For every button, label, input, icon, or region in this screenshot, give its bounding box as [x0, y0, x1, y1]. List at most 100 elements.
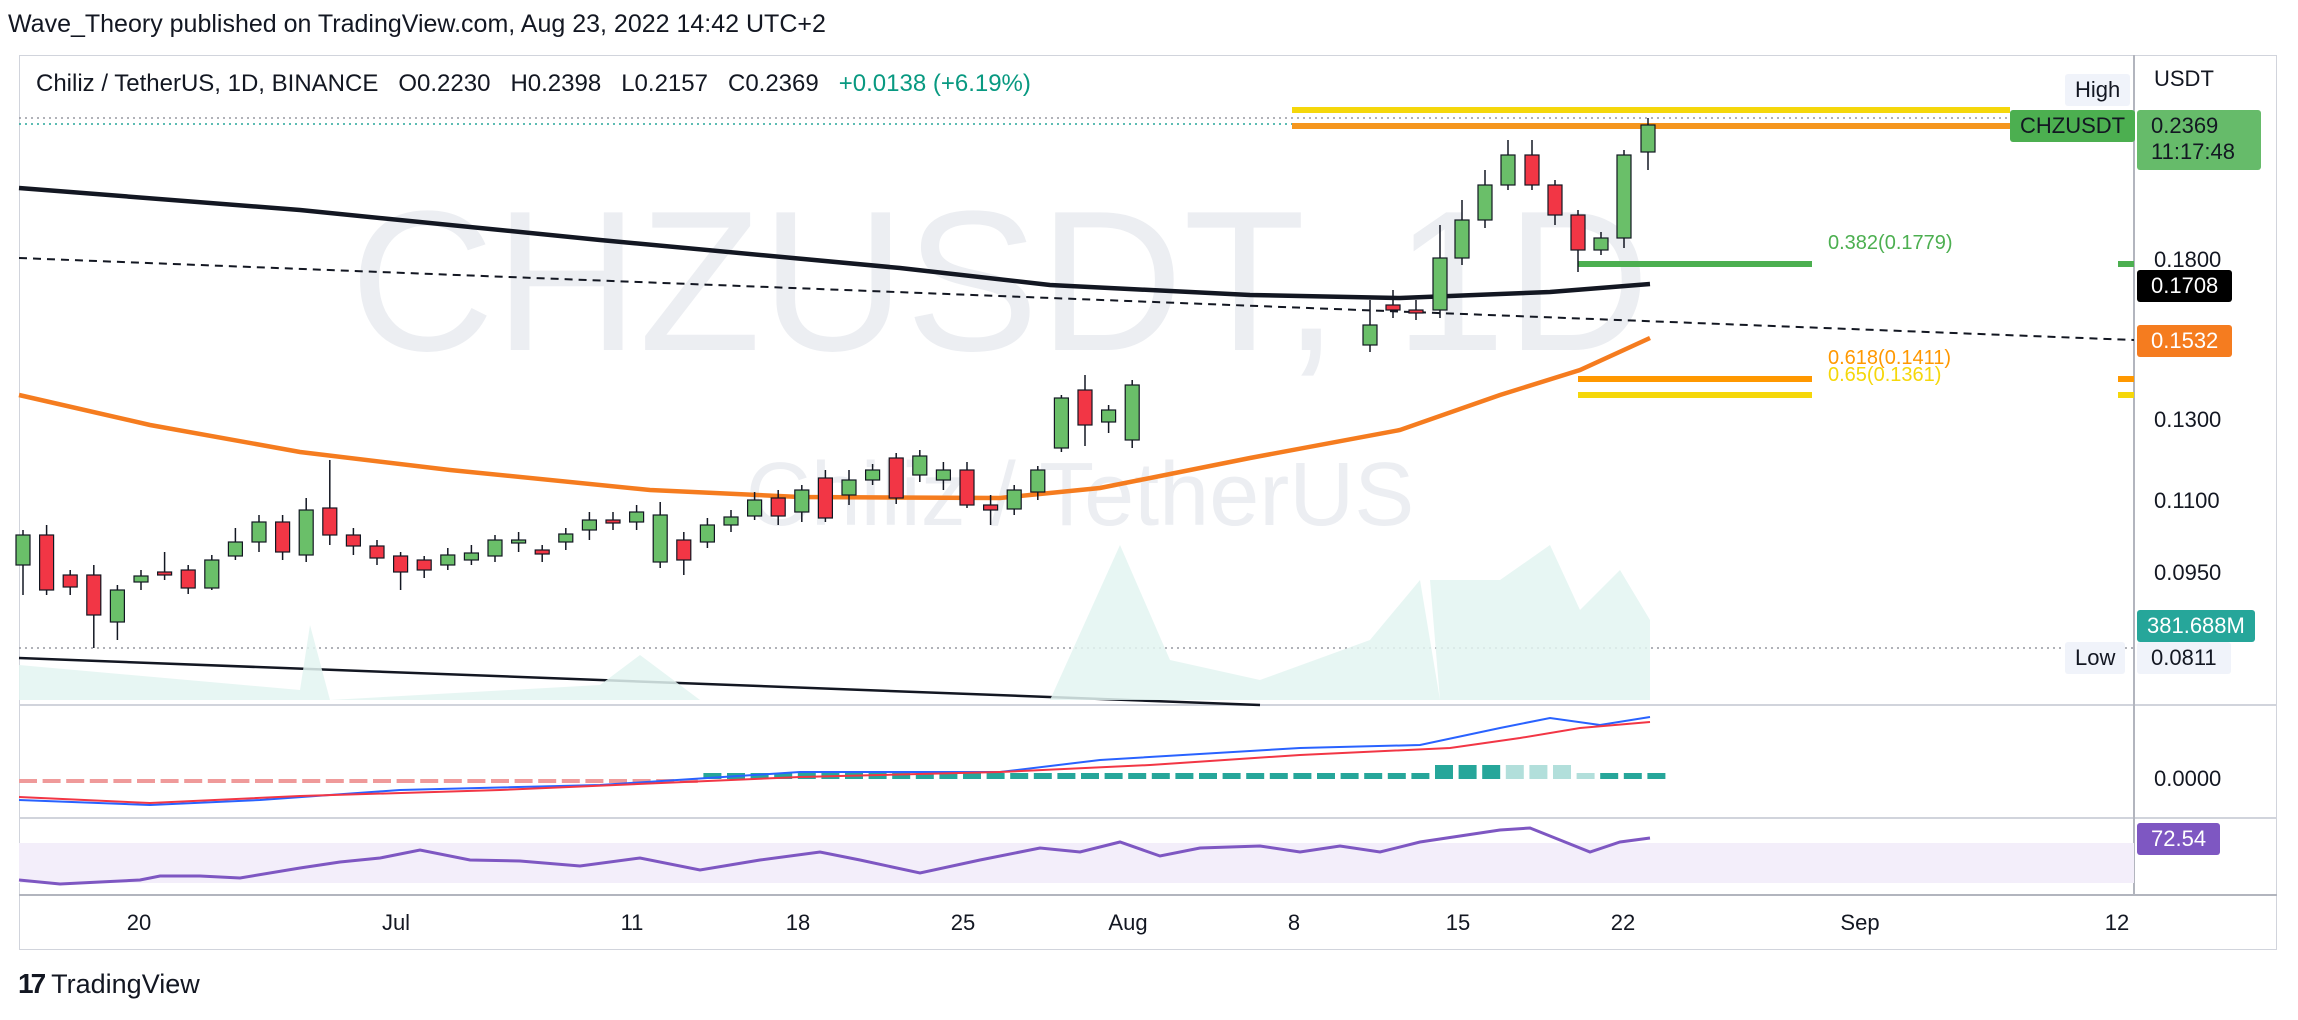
- candle-body[interactable]: [581, 519, 598, 531]
- rsi-tag: 72.54: [2137, 823, 2221, 855]
- candle-body[interactable]: [628, 511, 645, 523]
- candle-body[interactable]: [888, 457, 904, 499]
- symbol-tag[interactable]: CHZUSDT: [2010, 110, 2136, 142]
- candle-body[interactable]: [746, 499, 763, 517]
- candle-body[interactable]: [1454, 219, 1470, 259]
- ma-black-line[interactable]: [18, 185, 1651, 301]
- fib-label-065: 0.65(0.1361): [1828, 364, 1942, 386]
- fib-label-0618: 0.618(0.1411): [1828, 347, 1952, 369]
- price-tick-0110: 0.1100: [2154, 488, 2220, 513]
- candle-body[interactable]: [180, 569, 196, 589]
- candle-body[interactable]: [322, 507, 338, 536]
- ohlc-change: +0.0138 (+6.19%): [838, 70, 1031, 97]
- candle-body[interactable]: [817, 477, 834, 519]
- candle-body[interactable]: [487, 539, 503, 557]
- candle-body[interactable]: [369, 545, 385, 559]
- ma-orange-line[interactable]: [18, 335, 1651, 501]
- candle-body[interactable]: [534, 549, 550, 555]
- candle-body[interactable]: [770, 497, 786, 517]
- candle-body[interactable]: [1385, 304, 1401, 311]
- tradingview-logo-icon: 17: [18, 968, 46, 999]
- macd-bar: [1128, 773, 1147, 779]
- candle-body[interactable]: [912, 455, 928, 476]
- time-tick-18: 18: [785, 910, 811, 935]
- symbol-legend[interactable]: Chiliz / TetherUS, 1D, BINANCE O0.2230 H…: [36, 70, 1031, 98]
- candle-body[interactable]: [1077, 389, 1093, 426]
- macd-bar: [1033, 773, 1052, 779]
- tradingview-logo[interactable]: 17 TradingView: [18, 968, 200, 1000]
- candle-body[interactable]: [1006, 489, 1022, 510]
- rsi-line[interactable]: [18, 826, 1651, 886]
- macd-signal-line[interactable]: [18, 721, 1651, 805]
- candle-body[interactable]: [1570, 214, 1586, 251]
- candle-body[interactable]: [109, 589, 126, 623]
- candle-body[interactable]: [15, 534, 31, 566]
- volume-area: [19, 545, 1650, 700]
- candles[interactable]: [15, 118, 1656, 648]
- candle-body[interactable]: [275, 521, 291, 553]
- candle-body[interactable]: [982, 504, 999, 511]
- macd-bar: [278, 779, 297, 783]
- candle-body[interactable]: [1408, 309, 1424, 314]
- candle-body[interactable]: [1477, 184, 1493, 221]
- candle-body[interactable]: [605, 519, 621, 524]
- candle-body[interactable]: [440, 554, 456, 566]
- candle-body[interactable]: [699, 524, 716, 543]
- candle-body[interactable]: [133, 575, 149, 583]
- candle-body[interactable]: [251, 521, 267, 543]
- symbol-title[interactable]: Chiliz / TetherUS, 1D, BINANCE: [36, 70, 379, 97]
- candle-body[interactable]: [62, 574, 78, 588]
- candle-body[interactable]: [1616, 154, 1632, 239]
- candle-body[interactable]: [1100, 409, 1117, 423]
- macd-bar: [1057, 773, 1076, 779]
- candle-body[interactable]: [723, 516, 739, 526]
- candle-body[interactable]: [1124, 384, 1140, 441]
- rsi-band: [19, 843, 2134, 883]
- chart-frame[interactable]: [19, 55, 2277, 950]
- candle-body[interactable]: [1030, 469, 1046, 493]
- macd-bar: [514, 779, 533, 783]
- candle-body[interactable]: [841, 479, 857, 496]
- candle-body[interactable]: [558, 533, 574, 543]
- macd-bar: [1364, 773, 1383, 779]
- candle-body[interactable]: [1524, 154, 1540, 186]
- macd-bar: [1199, 773, 1217, 779]
- candle-body[interactable]: [1640, 124, 1656, 153]
- candle-body[interactable]: [1547, 184, 1563, 216]
- candle-body[interactable]: [157, 571, 173, 576]
- candle-body[interactable]: [345, 534, 361, 547]
- candle-body[interactable]: [204, 559, 220, 589]
- time-tick-sep: Sep: [1840, 910, 1880, 935]
- macd-line[interactable]: [18, 716, 1651, 807]
- candle-body[interactable]: [1593, 237, 1609, 251]
- candle-body[interactable]: [794, 489, 810, 513]
- macd-bar: [1340, 773, 1359, 779]
- candle-body[interactable]: [1432, 257, 1448, 311]
- candle-body[interactable]: [935, 469, 952, 481]
- candle-body[interactable]: [511, 539, 527, 544]
- candle-body[interactable]: [1362, 324, 1378, 346]
- candle-body[interactable]: [864, 469, 881, 481]
- price-tick-0180: 0.1800: [2154, 247, 2222, 272]
- candle-body[interactable]: [416, 559, 432, 571]
- macd-bar: [1458, 765, 1477, 779]
- candle-body[interactable]: [676, 539, 692, 561]
- time-tick-12: 12: [2104, 910, 2130, 935]
- candle-body[interactable]: [1500, 154, 1516, 186]
- macd-bar: [1175, 773, 1194, 779]
- candle-body[interactable]: [86, 574, 102, 616]
- candle-body[interactable]: [1053, 397, 1070, 449]
- dashed-trendline[interactable]: [18, 257, 2135, 341]
- candle-body[interactable]: [393, 555, 409, 573]
- ohlc-low: L0.2157: [621, 70, 708, 97]
- candle-body[interactable]: [652, 514, 668, 563]
- candle-body[interactable]: [298, 509, 314, 556]
- macd-bar: [42, 779, 61, 783]
- candle-body[interactable]: [463, 552, 479, 561]
- candle-body[interactable]: [227, 541, 243, 557]
- price-tick-0130: 0.1300: [2154, 407, 2222, 432]
- macd-bar: [1482, 765, 1501, 779]
- candle-body[interactable]: [38, 534, 55, 591]
- candle-body[interactable]: [959, 469, 975, 506]
